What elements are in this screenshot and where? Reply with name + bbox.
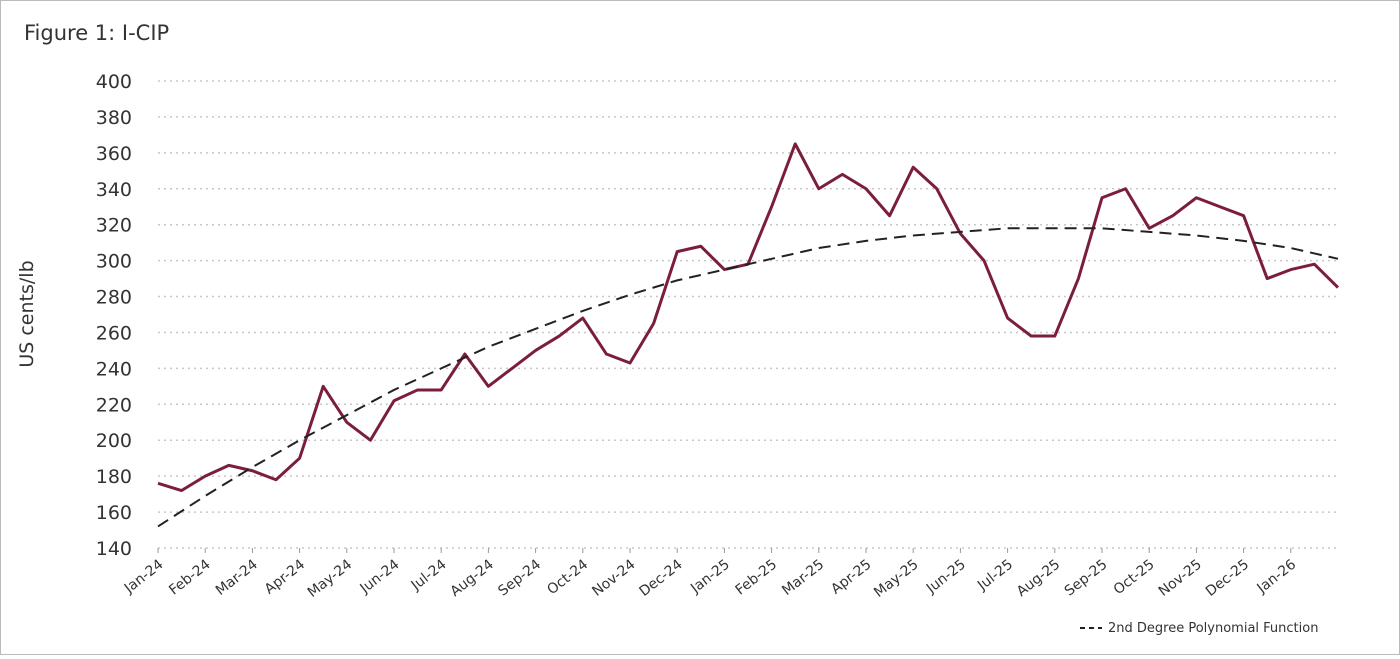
- series-line: [157, 227, 1339, 528]
- y-tick-label: 260: [96, 322, 132, 344]
- y-tick-label: 360: [96, 143, 132, 165]
- y-tick-label: 180: [96, 466, 132, 488]
- y-tick-label: 400: [96, 71, 132, 93]
- y-tick-label: 220: [96, 394, 132, 416]
- y-tick-label: 240: [96, 358, 132, 380]
- y-axis-label: US cents/lb: [16, 260, 38, 367]
- y-tick-label: 320: [96, 215, 132, 237]
- y-tick-label: 160: [96, 502, 132, 524]
- legend-label: 2nd Degree Polynomial Function: [1108, 621, 1318, 636]
- y-tick-label: 200: [96, 430, 132, 452]
- y-tick-label: 280: [96, 287, 132, 309]
- y-tick-label: 300: [96, 251, 132, 273]
- y-tick-label: 140: [96, 538, 132, 560]
- y-tick-label: 380: [96, 107, 132, 129]
- chart-title: Figure 1: I-CIP: [24, 21, 169, 45]
- y-tick-label: 340: [96, 179, 132, 201]
